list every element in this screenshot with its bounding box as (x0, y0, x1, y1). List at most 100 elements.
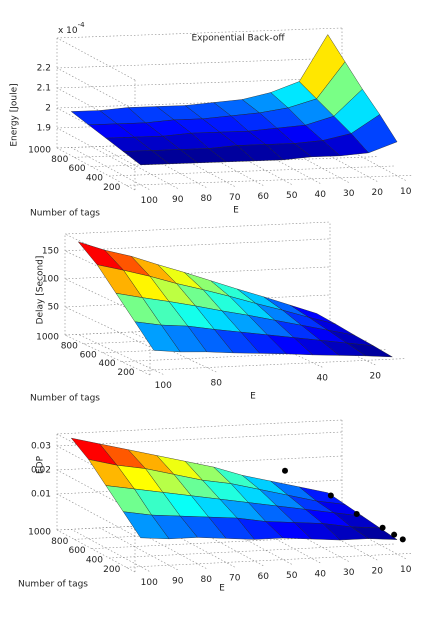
y-tick-label: 200 (103, 565, 120, 575)
y-tick-label: 1000 (36, 333, 59, 343)
x-tick-label: 100 (155, 381, 172, 391)
grid-line (140, 358, 406, 371)
marker-point (379, 524, 386, 531)
x-axis-label: E (233, 206, 239, 216)
z-tick-label: 1.9 (37, 124, 52, 134)
x-tick-label: 60 (258, 572, 270, 582)
z-tick-label: 100 (42, 274, 59, 284)
grid-line (108, 543, 395, 559)
grid-line (99, 527, 178, 571)
y-axis-label: Number of tags (30, 394, 100, 404)
x-tick-label: 70 (229, 193, 241, 203)
grid-line (126, 175, 412, 186)
grid-line (64, 266, 331, 280)
marker-point (353, 511, 360, 518)
grid-line (131, 331, 217, 373)
x-tick-label: 60 (258, 192, 270, 202)
grid-line (56, 67, 136, 111)
x-tick-label: 100 (141, 196, 158, 206)
grid-line (64, 278, 151, 320)
x-tick-label: 20 (372, 188, 384, 198)
x-tick-label: 50 (286, 571, 298, 581)
x-tick-label: 20 (370, 371, 382, 381)
x-tick-label: 10 (400, 565, 412, 575)
y-tick-label: 800 (51, 155, 68, 165)
y-axis-label: Number of tags (18, 580, 88, 590)
y-tick-label: 200 (103, 183, 120, 193)
x-tick-label: 90 (172, 576, 184, 586)
grid-line (64, 238, 331, 252)
y-tick-label: 400 (86, 174, 103, 184)
grid-line (64, 294, 331, 308)
y-tick-label: 600 (80, 350, 97, 360)
grid-line (56, 493, 136, 537)
grid-line (71, 147, 150, 190)
y-tick-label: 800 (51, 537, 68, 547)
x-tick-label: 40 (317, 374, 329, 384)
grid-line (108, 165, 395, 177)
marker-point (282, 467, 288, 474)
z-tick-label: 0.03 (31, 442, 51, 452)
z-exponent: x 10-4 (58, 21, 85, 36)
grid-line (78, 334, 164, 375)
x-tick-label: 20 (372, 567, 384, 577)
z-axis-label: Delay [Second] (36, 256, 46, 325)
x-tick-label: 30 (343, 568, 355, 578)
y-tick-label: 1000 (28, 146, 51, 156)
x-tick-label: 90 (172, 195, 184, 205)
marker-point (391, 531, 398, 538)
x-tick-label: 50 (286, 191, 298, 201)
z-exponent-base: x 10 (58, 26, 78, 36)
surface-cell (350, 114, 398, 154)
box-edge (64, 334, 151, 376)
x-tick-label: 30 (343, 189, 355, 199)
x-tick-label: 100 (141, 578, 158, 588)
x-tick-label: 70 (229, 574, 241, 584)
x-tick-label: 10 (400, 187, 412, 197)
z-axis-label: EDP (36, 455, 46, 474)
grid-line (56, 57, 343, 69)
z-tick-label: 150 (42, 246, 59, 256)
x-axis-label: E (219, 584, 225, 594)
y-tick-label: 400 (98, 359, 115, 369)
grid-line (71, 529, 150, 572)
y-tick-label: 400 (86, 556, 103, 566)
z-tick-label: 50 (48, 302, 60, 312)
grid-line (99, 146, 178, 189)
marker-point (327, 492, 334, 499)
z-tick-label: 2 (45, 104, 51, 114)
box-edge (64, 221, 331, 235)
x-tick-label: 80 (201, 575, 213, 585)
box-edge (56, 419, 343, 435)
marker-point (399, 536, 406, 543)
grid-line (64, 306, 151, 348)
x-tick-label: 80 (201, 194, 213, 204)
x-tick-label: 80 (211, 379, 223, 389)
z-exponent-power: -4 (78, 21, 86, 29)
x-tick-label: 40 (315, 190, 327, 200)
z-tick-label: 2.2 (37, 64, 51, 74)
z-tick-label: 0.02 (31, 466, 51, 476)
z-tick-label: 0.01 (31, 490, 51, 500)
box-edge (56, 37, 136, 81)
x-axis-label: E (250, 392, 256, 402)
z-tick-label: 2.1 (37, 84, 51, 94)
y-tick-label: 800 (61, 341, 78, 351)
y-tick-label: 600 (68, 546, 85, 556)
box-edge (56, 529, 136, 573)
box-edge (56, 147, 136, 191)
y-tick-label: 200 (117, 368, 134, 378)
surface-cell (346, 342, 393, 358)
chart-title: Exponential Back-off (191, 34, 285, 44)
grid-line (126, 553, 412, 568)
y-axis-label: Number of tags (30, 209, 100, 219)
grid-line (56, 127, 136, 171)
x-tick-label: 40 (315, 569, 327, 579)
y-tick-label: 600 (68, 164, 85, 174)
y-tick-label: 1000 (28, 528, 51, 538)
z-axis-label: Energy [Joule] (10, 83, 20, 146)
